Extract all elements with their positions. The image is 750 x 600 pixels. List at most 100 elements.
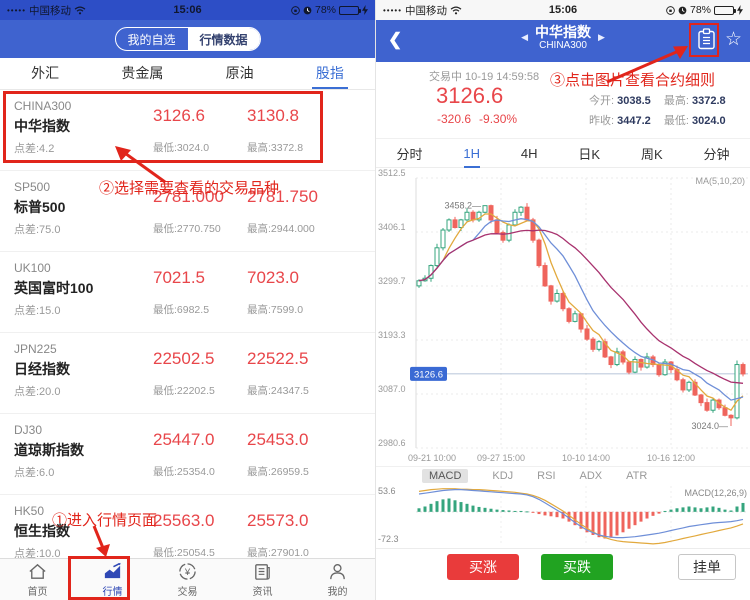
sell-price: 7021.5 xyxy=(153,268,205,287)
status-bar: ••••• 中国移动 15:06 78% xyxy=(376,0,750,20)
tab-adx[interactable]: ADX xyxy=(579,469,603,482)
nav-item-trade[interactable]: ¥ 交易 xyxy=(150,559,225,600)
nav-item-me[interactable]: 我的 xyxy=(300,559,375,600)
tab-daily[interactable]: 日K xyxy=(578,146,601,162)
pending-order-button[interactable]: 挂单 xyxy=(678,554,736,580)
sell-price: 22502.5 xyxy=(153,349,215,368)
tab-atr[interactable]: ATR xyxy=(626,469,648,482)
buy-up-button[interactable]: 买涨 xyxy=(447,554,519,580)
quote-header: 我的自选 行情数据 xyxy=(0,20,375,58)
carrier-label: 中国移动 xyxy=(29,4,72,17)
signal-strength-icon: ••••• xyxy=(7,5,27,15)
candlestick-chart[interactable]: 3512.5 3406.1 3299.7 3193.3 3087.0 2980.6 09-2… xyxy=(376,168,750,468)
clock-time: 15:06 xyxy=(548,4,578,16)
instrument-spread: 点差:20.0 xyxy=(14,386,61,398)
day-high: 最高:2944.000 xyxy=(247,223,315,235)
instrument-subtitle: CHINA300 xyxy=(539,40,587,52)
orientation-lock-icon xyxy=(666,5,675,15)
svg-text:3087.0: 3087.0 xyxy=(378,384,406,394)
svg-text:09-21 10:00: 09-21 10:00 xyxy=(408,453,456,463)
trade-action-bar: 买涨 买跌 挂单 xyxy=(376,548,750,600)
sell-price: 25447.0 xyxy=(153,430,215,449)
buy-price: 7023.0 xyxy=(247,268,299,287)
tab-indices[interactable]: 股指 xyxy=(311,58,348,89)
tab-my-watchlist[interactable]: 我的自选 xyxy=(127,32,176,47)
macd-chart-svg: 53.6 -72.3 MACD(12,26,9) xyxy=(378,486,748,546)
tutorial-step3-label: ③点击图片查看合约细则 xyxy=(550,72,716,89)
wifi-icon xyxy=(450,6,462,14)
tutorial-step1-label: ①进入行情页面 xyxy=(52,512,158,529)
instrument-spread: 点差:15.0 xyxy=(14,305,61,317)
instrument-row-uk100[interactable]: UK100 英国富时100 点差:15.0 7021.5 7023.0 最低:6… xyxy=(0,252,375,333)
change-value: -320.6 xyxy=(437,112,472,126)
day-high: 最高:24347.5 xyxy=(247,385,309,397)
tab-oil[interactable]: 原油 xyxy=(225,64,254,81)
svg-text:¥: ¥ xyxy=(184,567,191,578)
svg-text:MACD(12,26,9): MACD(12,26,9) xyxy=(684,488,747,498)
svg-text:2980.6: 2980.6 xyxy=(378,438,406,448)
instrument-spread: 点差:4.2 xyxy=(14,143,55,155)
quote-list-screen: ••••• 中国移动 15:06 78% 我的自选 行情数据 外汇 贵金属 原油 xyxy=(0,0,375,600)
buy-price: 25573.0 xyxy=(247,511,309,530)
macd-panel[interactable]: 53.6 -72.3 MACD(12,26,9) xyxy=(376,484,750,548)
day-low: 最低:6982.5 xyxy=(153,304,210,316)
charging-bolt-icon xyxy=(362,5,368,15)
buy-down-button[interactable]: 买跌 xyxy=(541,554,613,580)
trade-yen-icon: ¥ xyxy=(179,563,196,580)
contract-rules-clipboard-icon[interactable] xyxy=(697,28,716,50)
battery-percent: 78% xyxy=(689,4,711,16)
nav-item-home[interactable]: 首页 xyxy=(0,559,75,600)
person-icon xyxy=(330,564,345,580)
battery-percent: 78% xyxy=(314,4,336,16)
nav-item-market[interactable]: 行情 xyxy=(75,559,150,600)
bottom-nav-bar: 首页 行情 ¥ 交易 资讯 我的 xyxy=(0,558,375,600)
tab-forex[interactable]: 外汇 xyxy=(31,64,60,81)
wifi-icon xyxy=(74,6,86,14)
tab-metals[interactable]: 贵金属 xyxy=(121,64,164,81)
instrument-row-jpn225[interactable]: JPN225 日经指数 点差:20.0 22502.5 22522.5 最低:2… xyxy=(0,333,375,414)
tab-1h[interactable]: 1H xyxy=(461,142,482,165)
instrument-code: JPN225 xyxy=(14,342,57,356)
tab-macd[interactable]: MACD xyxy=(422,468,469,483)
market-chart-icon xyxy=(104,562,121,579)
nav-label: 我的 xyxy=(327,587,348,598)
day-high: 最高:27901.0 xyxy=(247,547,309,559)
tab-timeline[interactable]: 分时 xyxy=(396,146,423,162)
instrument-row-dj30[interactable]: DJ30 道琼斯指数 点差:6.0 25447.0 25453.0 最低:253… xyxy=(0,414,375,495)
tab-market-data[interactable]: 行情数据 xyxy=(187,28,260,50)
high-value: 3372.8 xyxy=(691,95,726,107)
low-label: 最低: xyxy=(663,115,689,127)
battery-icon xyxy=(339,5,361,15)
svg-text:3406.1: 3406.1 xyxy=(378,222,406,232)
svg-text:53.6: 53.6 xyxy=(378,486,396,496)
instrument-spread: 点差:10.0 xyxy=(14,548,61,560)
low-value: 3024.0 xyxy=(691,115,726,127)
instrument-name: 道琼斯指数 xyxy=(14,442,84,458)
back-button[interactable]: ❮ xyxy=(388,30,403,49)
price-change: -320.6 -9.30% xyxy=(437,112,525,126)
next-instrument-button[interactable]: ▶ xyxy=(598,32,605,43)
candlestick-chart-svg: 3512.53406.13299.73193.33087.02980.609-2… xyxy=(378,168,748,463)
tab-rsi[interactable]: RSI xyxy=(537,469,556,482)
prev-instrument-button[interactable]: ◀ xyxy=(521,32,528,43)
nav-item-news[interactable]: 资讯 xyxy=(225,559,300,600)
tab-minute[interactable]: 分钟 xyxy=(703,146,730,162)
tab-kdj[interactable]: KDJ xyxy=(492,469,514,482)
svg-text:3512.5: 3512.5 xyxy=(378,168,406,178)
instrument-row-china300[interactable]: CHINA300 中华指数 点差:4.2 3126.6 3130.8 最低:30… xyxy=(0,90,375,171)
tab-4h[interactable]: 4H xyxy=(520,145,538,161)
instrument-row-sp500[interactable]: SP500 标普500 点差:75.0 2781.000 2781.750 最低… xyxy=(0,171,375,252)
sell-price: 2781.000 xyxy=(153,187,224,206)
open-label: 今开: xyxy=(589,95,615,107)
sell-price: 25563.0 xyxy=(153,511,215,530)
detail-header: ❮ ◀ 中华指数 CHINA300 ▶ ☆ xyxy=(376,20,750,62)
watchlist-market-switch: 我的自选 行情数据 xyxy=(114,27,261,51)
instrument-name: 标普500 xyxy=(14,199,66,215)
ma-legend: MA(5,10,20) xyxy=(695,176,745,186)
tab-weekly[interactable]: 周K xyxy=(640,146,663,162)
battery-icon xyxy=(714,5,736,15)
status-bar: ••••• 中国移动 15:06 78% xyxy=(0,0,375,20)
favorite-star-icon[interactable]: ☆ xyxy=(724,28,742,50)
orientation-lock-icon xyxy=(291,5,300,15)
